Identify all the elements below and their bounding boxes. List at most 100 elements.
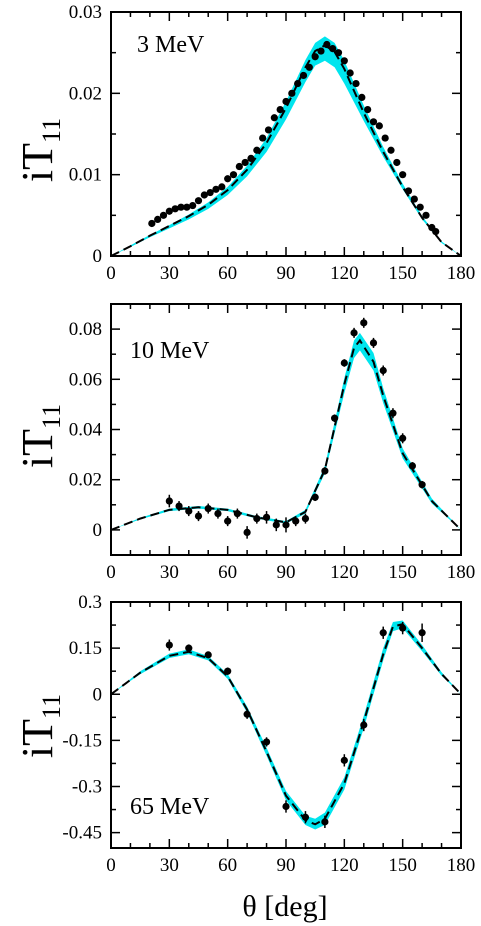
data-point xyxy=(243,528,251,537)
y-axis-label-top: iT11 xyxy=(13,118,66,182)
data-point xyxy=(175,502,183,510)
y-tick-label: 0.15 xyxy=(69,638,102,659)
data-point xyxy=(299,71,308,80)
data-point xyxy=(204,651,212,659)
y-tick-label: 0 xyxy=(93,684,103,705)
data-point xyxy=(185,644,193,652)
x-tick-label: 0 xyxy=(106,562,116,583)
y-axis-label-main: iT xyxy=(13,429,62,468)
plot-area xyxy=(111,332,461,531)
data-point xyxy=(399,434,407,442)
x-tick-label: 150 xyxy=(388,263,417,284)
data-point xyxy=(358,93,366,101)
data-point xyxy=(387,146,395,154)
data-point xyxy=(399,171,407,179)
data-point xyxy=(214,509,222,518)
y-tick-label: 0.03 xyxy=(69,2,102,23)
x-tick-label: 150 xyxy=(388,562,417,583)
data-point xyxy=(206,188,214,197)
data-point xyxy=(270,114,278,122)
data-point xyxy=(422,211,430,219)
data-point xyxy=(154,215,162,223)
y-tick-label: 0.02 xyxy=(69,83,102,104)
data-point xyxy=(375,122,383,130)
data-point xyxy=(360,721,368,729)
data-point xyxy=(259,134,267,142)
data-point xyxy=(329,45,337,53)
x-tick-label: 60 xyxy=(218,263,237,284)
x-tick-label: 180 xyxy=(447,562,476,583)
x-tick-label: 90 xyxy=(277,562,296,583)
data-point xyxy=(183,203,191,211)
data-point xyxy=(340,359,348,367)
theory-curve xyxy=(111,623,461,826)
data-point xyxy=(301,515,310,523)
y-tick-label: -0.45 xyxy=(62,823,102,844)
x-tick-label: 180 xyxy=(447,263,476,284)
data-point xyxy=(200,191,208,199)
data-point xyxy=(233,509,241,518)
data-point xyxy=(418,481,426,489)
data-point xyxy=(264,126,273,134)
data-point xyxy=(369,339,378,347)
data-point xyxy=(282,521,290,529)
energy-label: 3 MeV xyxy=(137,32,205,58)
data-point xyxy=(404,187,413,195)
x-tick-label: 90 xyxy=(277,855,296,876)
x-tick-label: 0 xyxy=(106,263,116,284)
y-tick-label: 0.3 xyxy=(78,592,102,613)
data-point xyxy=(410,195,418,203)
data-point xyxy=(194,197,203,205)
data-point xyxy=(224,175,232,183)
data-point xyxy=(321,467,329,475)
data-point xyxy=(292,517,300,525)
data-point xyxy=(241,158,249,167)
y-tick-label: 0.01 xyxy=(69,165,102,186)
x-tick-label: 120 xyxy=(330,855,359,876)
panel-10mev: 0 30 60 90 120 150 180 0 0.02 0.04 0.06 0.08 10 MeV xyxy=(69,303,476,583)
data-point xyxy=(305,63,313,71)
data-point xyxy=(253,515,261,523)
x-tick-label: 60 xyxy=(218,562,237,583)
y-tick-label: -0.3 xyxy=(72,777,102,798)
data-point xyxy=(323,40,331,49)
data-point xyxy=(282,97,290,106)
plot-area xyxy=(111,620,461,830)
data-point xyxy=(282,802,290,811)
energy-label: 10 MeV xyxy=(130,338,210,364)
data-point xyxy=(288,89,296,97)
data-point xyxy=(340,756,348,764)
panel-3mev: 0 30 60 90 120 150 180 0 0.01 0.02 0.03 3 MeV xyxy=(69,2,476,284)
y-axis-label-main: iT xyxy=(13,143,62,182)
data-point xyxy=(294,79,302,88)
data-point xyxy=(352,79,360,88)
x-tick-label: 120 xyxy=(330,263,359,284)
x-tick-label: 0 xyxy=(106,855,116,876)
theory-curve xyxy=(111,338,461,531)
data-point xyxy=(321,818,329,826)
data-point xyxy=(346,69,354,77)
data-point xyxy=(171,205,179,213)
y-tick-label: 0.06 xyxy=(69,369,102,390)
x-tick-label: 30 xyxy=(160,562,179,583)
data-point xyxy=(364,106,372,114)
y-axis-label-subscript: 11 xyxy=(37,404,66,429)
y-axis-label-middle: iT11 xyxy=(13,404,66,468)
data-point xyxy=(276,106,284,114)
data-point xyxy=(148,219,156,228)
data-point xyxy=(334,49,343,57)
x-tick-label: 30 xyxy=(160,263,179,284)
data-point xyxy=(416,203,424,211)
y-tick-label: -0.15 xyxy=(62,730,102,751)
data-point xyxy=(194,512,203,520)
y-axis-label-subscript: 11 xyxy=(37,694,66,719)
data-point xyxy=(235,162,243,171)
y-tick-label: 0.08 xyxy=(69,319,102,340)
data-point xyxy=(247,154,255,162)
data-point xyxy=(381,134,389,142)
y-tick-label: 0 xyxy=(93,520,103,541)
energy-label: 65 MeV xyxy=(130,794,210,820)
x-tick-label: 150 xyxy=(388,855,417,876)
data-point xyxy=(340,57,348,65)
